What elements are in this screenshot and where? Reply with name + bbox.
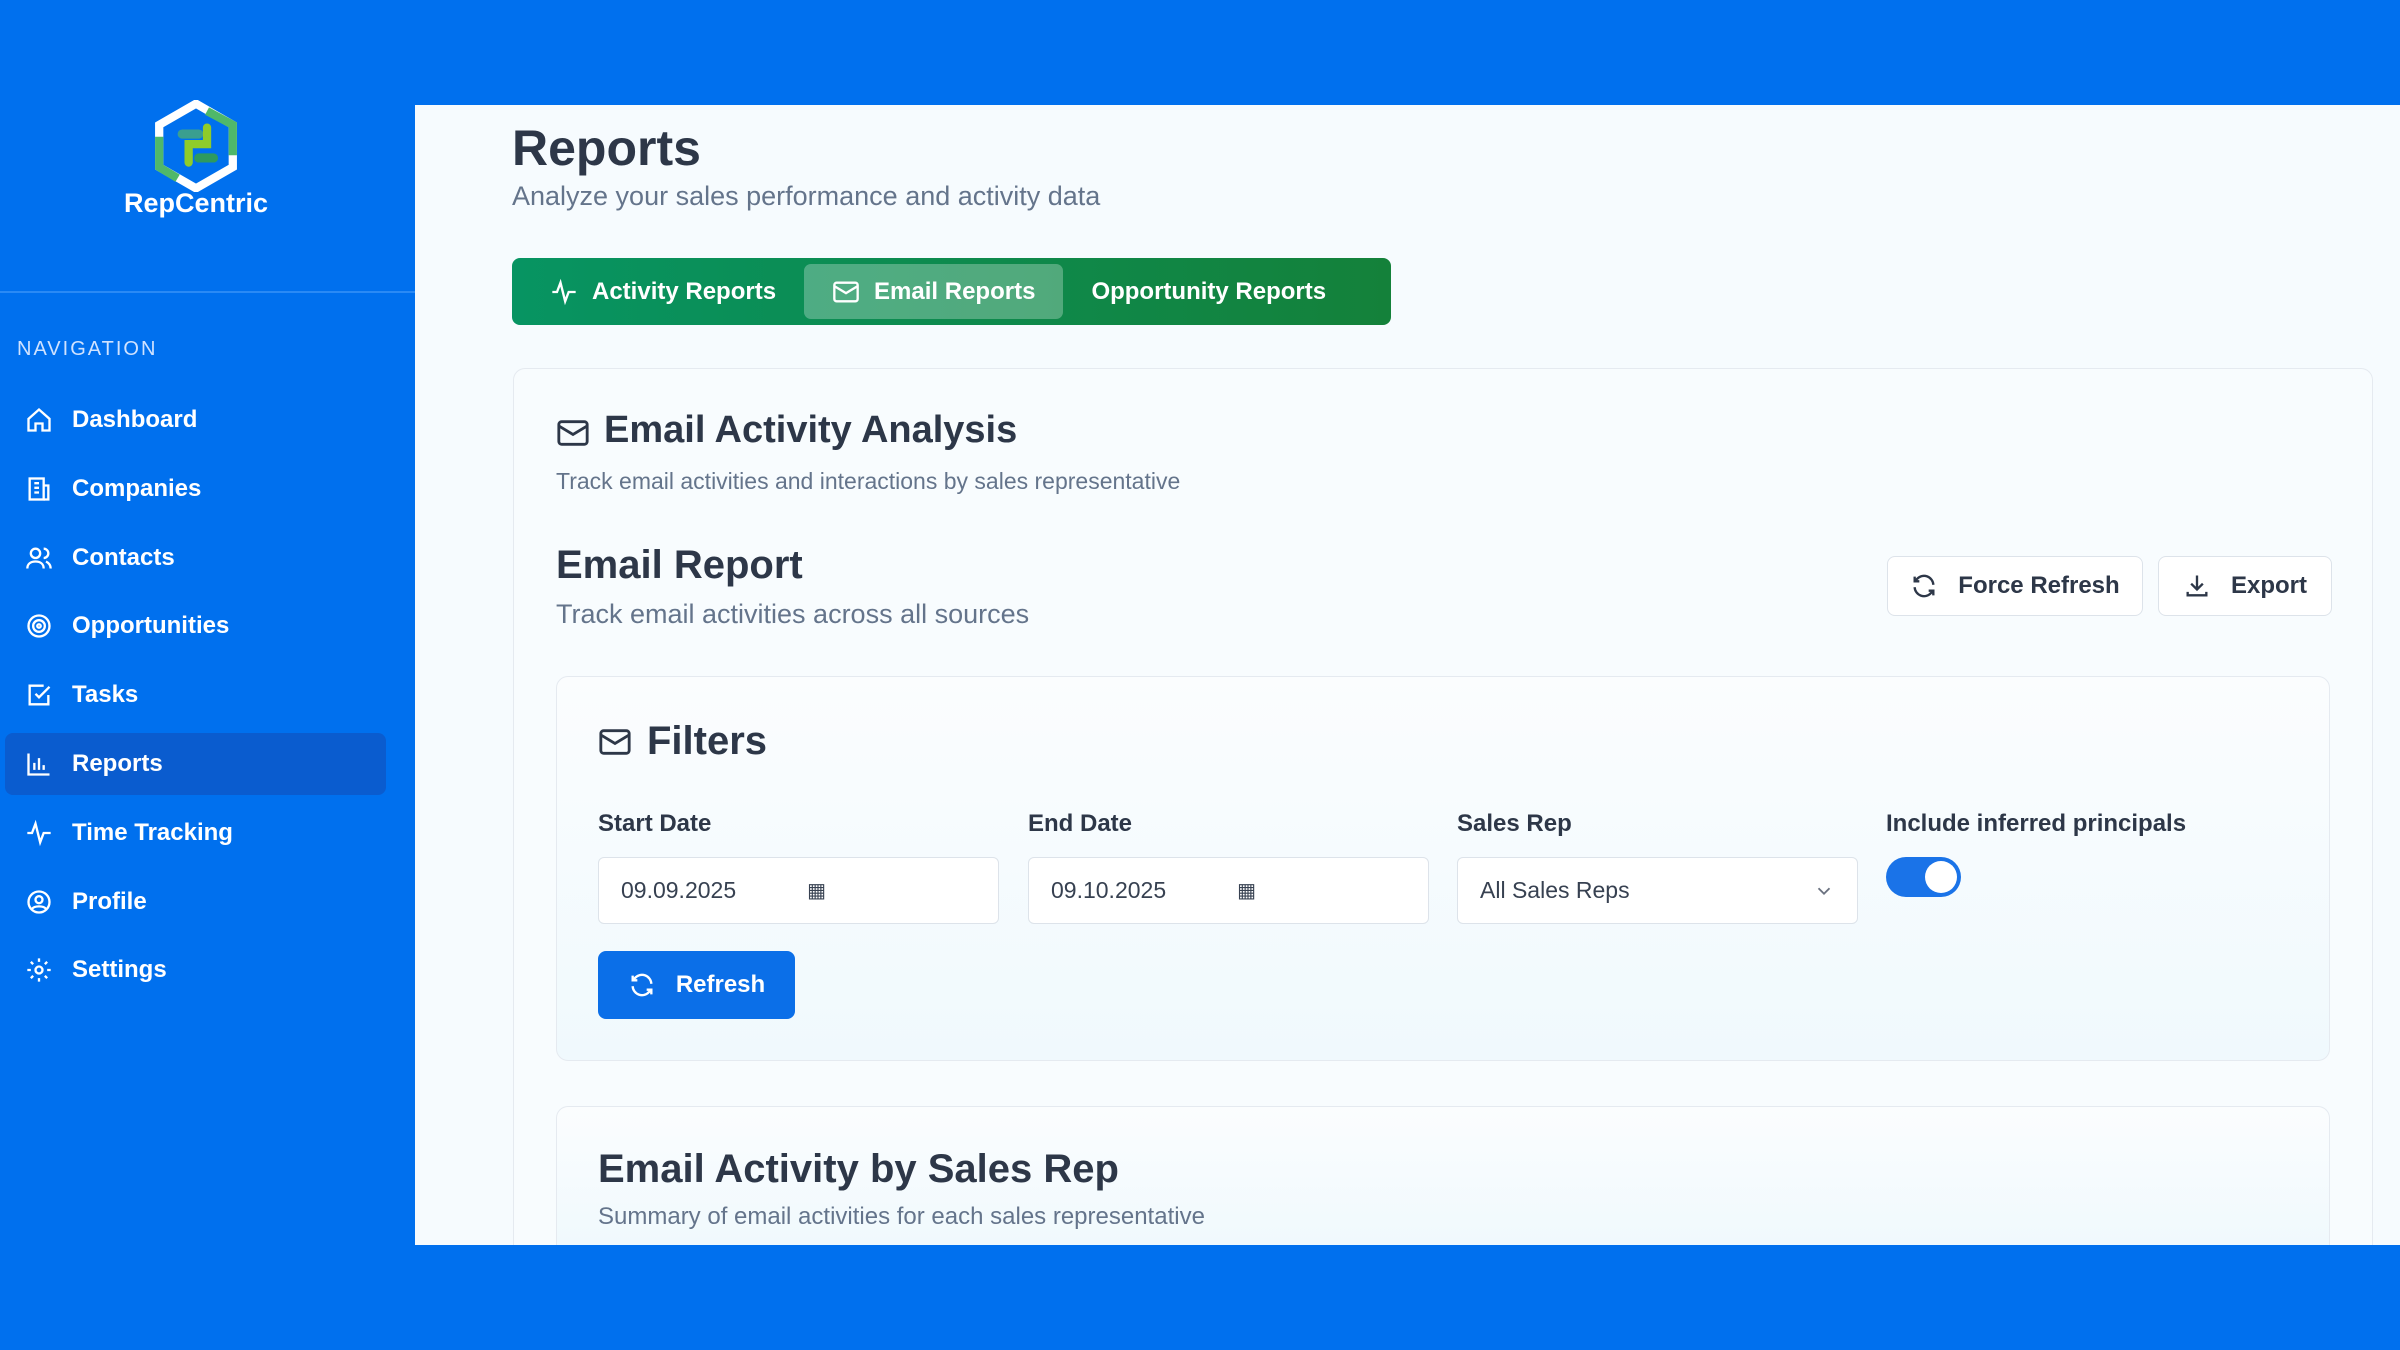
toggle-knob	[1925, 861, 1957, 893]
report-tabs: Activity Reports Email Reports Opportuni…	[512, 258, 1391, 325]
start-date-input[interactable]: 09.09.2025 ▦	[598, 857, 999, 924]
start-date-label: Start Date	[598, 810, 712, 837]
mail-icon	[557, 420, 589, 446]
sidebar-item-time-tracking[interactable]: Time Tracking	[5, 802, 386, 864]
calendar-icon[interactable]: ▦	[1237, 880, 1256, 902]
inferred-principals-toggle[interactable]	[1886, 857, 1961, 897]
sidebar: RepCentric NAVIGATION Dashboard Companies…	[0, 0, 415, 1245]
button-label: Export	[2230, 572, 2307, 599]
end-date-label: End Date	[1028, 810, 1133, 837]
sidebar-item-label: Opportunities	[72, 612, 230, 640]
tab-label: Opportunity Reports	[1091, 277, 1327, 305]
sidebar-item-label: Contacts	[72, 543, 175, 571]
tab-opportunity-reports[interactable]: Opportunity Reports	[1063, 264, 1354, 319]
gear-icon	[27, 958, 51, 983]
refresh-button[interactable]: Refresh	[598, 951, 795, 1019]
force-refresh-button[interactable]: Force Refresh	[1887, 556, 2143, 616]
input-value: 09.10.2025	[1051, 877, 1167, 903]
activity-icon	[552, 278, 576, 305]
input-value: 09.09.2025	[621, 877, 737, 903]
page-subtitle: Analyze your sales performance and activ…	[512, 181, 1101, 211]
tab-label: Activity Reports	[592, 277, 777, 305]
button-label: Refresh	[675, 971, 766, 998]
export-button[interactable]: Export	[2158, 556, 2332, 616]
report-title: Email Report	[556, 543, 803, 587]
bar-chart-icon	[27, 753, 50, 776]
brand-name: RepCentric	[123, 188, 269, 218]
users-icon	[26, 547, 52, 569]
sidebar-item-reports[interactable]: Reports	[5, 733, 386, 795]
refresh-icon	[1913, 574, 1935, 598]
user-circle-icon	[27, 889, 51, 914]
tab-label: Email Reports	[874, 277, 1036, 305]
nav-heading: NAVIGATION	[17, 338, 158, 360]
download-icon	[2186, 575, 2208, 597]
sidebar-item-contacts[interactable]: Contacts	[5, 527, 386, 589]
checkbox-icon	[28, 684, 51, 706]
sidebar-item-label: Time Tracking	[72, 818, 233, 846]
page-title: Reports	[512, 120, 701, 176]
summary-subtitle: Summary of email activities for each sal…	[598, 1203, 1205, 1230]
summary-title: Email Activity by Sales Rep	[598, 1147, 1119, 1191]
sales-rep-select[interactable]: All Sales Reps	[1457, 857, 1858, 924]
sidebar-item-label: Dashboard	[72, 406, 198, 433]
mail-icon	[833, 281, 859, 302]
chevron-down-icon	[1817, 887, 1831, 895]
sidebar-item-settings[interactable]: Settings	[5, 939, 386, 1001]
filters-title: Filters	[647, 719, 768, 763]
sidebar-item-tasks[interactable]: Tasks	[5, 664, 386, 726]
section-subtitle: Track email activities and interactions …	[556, 468, 1181, 494]
button-label: Force Refresh	[1958, 572, 2120, 599]
summary-panel: Email Activity by Sales Rep Summary of e…	[556, 1106, 2330, 1245]
tab-activity-reports[interactable]: Activity Reports	[522, 264, 804, 319]
sidebar-item-companies[interactable]: Companies	[5, 458, 386, 520]
toggle-label: Include inferred principals	[1886, 810, 2187, 837]
sidebar-item-profile[interactable]: Profile	[5, 871, 386, 933]
report-subtitle: Track email activities across all source…	[556, 599, 1030, 629]
mail-icon	[599, 729, 631, 755]
home-icon	[27, 407, 51, 432]
activity-icon	[27, 819, 51, 847]
sales-rep-label: Sales Rep	[1457, 810, 1572, 837]
sidebar-item-opportunities[interactable]: Opportunities	[5, 595, 386, 657]
end-date-input[interactable]: 09.10.2025 ▦	[1028, 857, 1429, 924]
section-title: Email Activity Analysis	[604, 409, 1018, 451]
target-icon	[27, 614, 51, 639]
sidebar-item-label: Profile	[72, 887, 147, 915]
tab-email-reports[interactable]: Email Reports	[804, 264, 1064, 319]
sidebar-item-label: Tasks	[72, 681, 139, 709]
logo-icon	[155, 100, 237, 192]
sidebar-item-label: Companies	[72, 474, 202, 502]
select-value: All Sales Reps	[1480, 877, 1630, 903]
main-content: Reports Analyze your sales performance a…	[415, 105, 2400, 1245]
filters-panel: Filters Start Date End Date Sales Rep In…	[556, 676, 2330, 1061]
sidebar-item-dashboard[interactable]: Dashboard	[5, 389, 386, 451]
divider	[0, 291, 415, 293]
email-analysis-card: Email Activity Analysis Track email acti…	[513, 368, 2373, 1245]
refresh-icon	[631, 973, 653, 997]
building-icon	[28, 477, 50, 501]
calendar-icon[interactable]: ▦	[807, 880, 826, 902]
sidebar-item-label: Settings	[72, 956, 167, 984]
sidebar-item-label: Reports	[72, 750, 163, 777]
